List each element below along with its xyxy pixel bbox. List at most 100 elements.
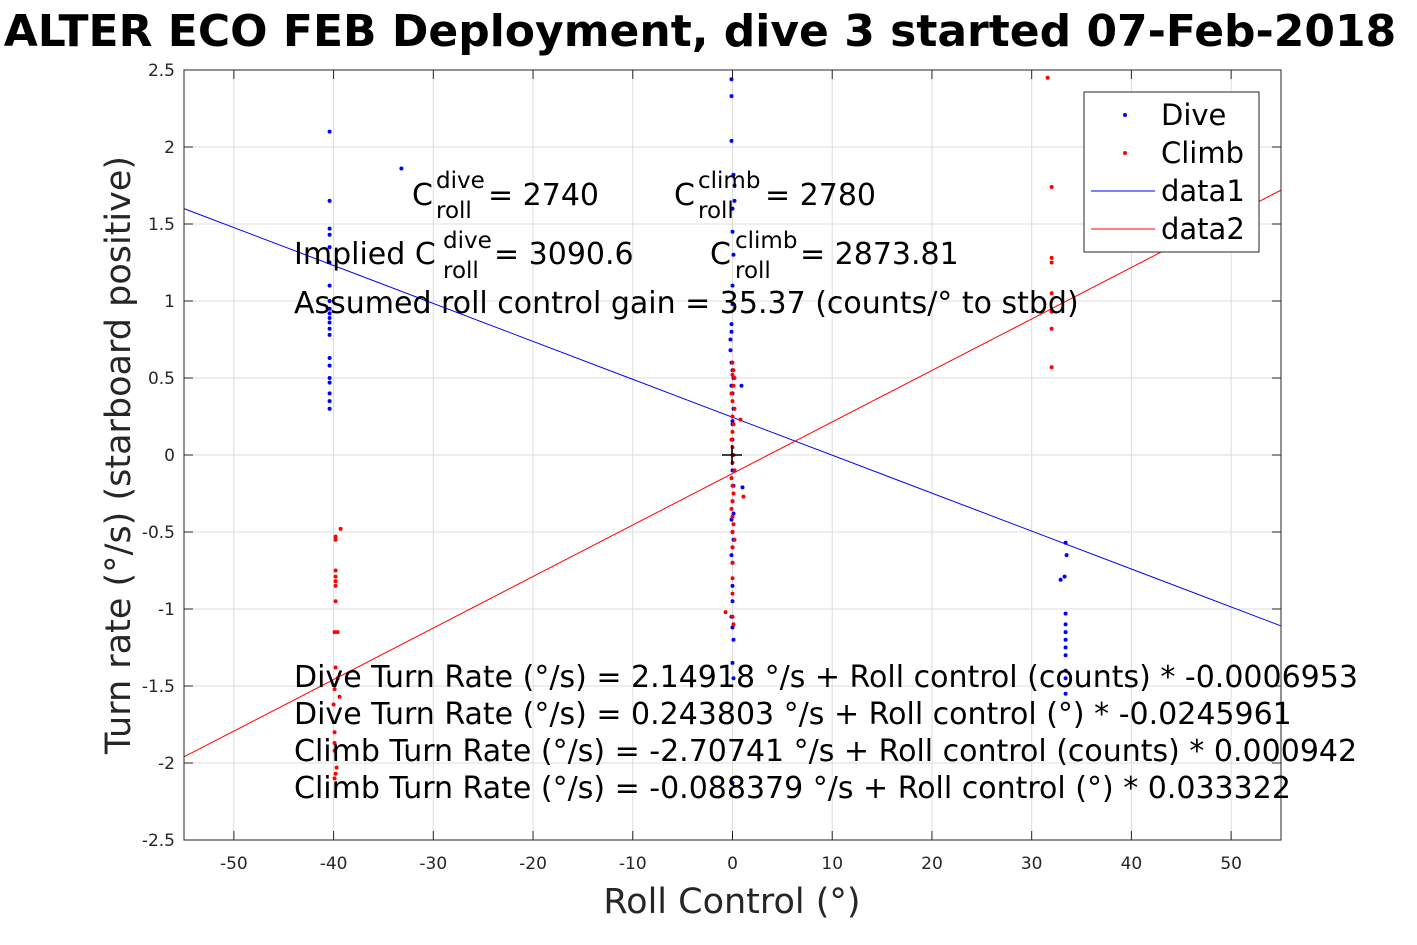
legend-data1-label: data1 (1161, 174, 1245, 208)
origin-marker (722, 445, 742, 465)
x-tick-label: -30 (419, 854, 447, 874)
c-dive-label: C (412, 178, 433, 213)
dive-point (327, 299, 332, 303)
climb-point (332, 748, 337, 753)
climb-point (741, 494, 746, 499)
climb-point (1049, 255, 1054, 260)
climb-point (335, 676, 340, 681)
y-tick-label: -0.5 (142, 523, 175, 543)
dive-point (729, 329, 734, 334)
chart-title: ALTER ECO FEB Deployment, dive 3 started… (4, 6, 1397, 57)
climb-point (732, 537, 737, 542)
climb-point (731, 622, 736, 627)
climb-point (730, 560, 735, 565)
dive-point (730, 229, 735, 234)
dive-point (731, 637, 736, 642)
dive-point (731, 511, 736, 516)
legend-climb-marker (1123, 151, 1127, 155)
implied-climb-label: C (710, 237, 731, 272)
dive-point (1058, 577, 1063, 582)
dive-point (729, 94, 734, 99)
dive-point (327, 245, 332, 250)
y-tick-label: 2.5 (148, 61, 175, 81)
y-tick-label: 1.5 (148, 215, 175, 235)
climb-point (1049, 365, 1054, 370)
c-dive-sup: dive (436, 168, 485, 194)
x-tick-label: 40 (1121, 854, 1143, 874)
dive-point (729, 553, 734, 558)
climb-point (332, 776, 337, 781)
y-tick-label: 1 (164, 292, 175, 312)
climb-point (333, 574, 338, 579)
dive-point (1063, 691, 1068, 696)
legend: Dive Climb data1 data2 (1083, 91, 1260, 253)
climb-point (731, 522, 736, 527)
climb-point (729, 391, 734, 396)
climb-point (332, 630, 337, 635)
climb-point (730, 514, 735, 519)
equation-dive-degrees: Dive Turn Rate (°/s) = 0.243803 °/s + Ro… (294, 697, 1292, 732)
implied-dive-label: Implied C (294, 237, 436, 272)
implied-climb-sup: climb (735, 228, 797, 254)
climb-point (730, 429, 735, 434)
y-tick-label: 0 (164, 446, 175, 466)
implied-dive-sub: roll (443, 258, 479, 284)
dive-point (1063, 630, 1068, 635)
dive-point (729, 322, 734, 327)
climb-point (333, 579, 338, 584)
dive-point (731, 252, 736, 257)
dive-point (1062, 574, 1067, 579)
climb-point (730, 591, 735, 596)
climb-point (333, 583, 338, 588)
dive-point (730, 419, 735, 424)
c-dive-value: = 2740 (488, 178, 599, 213)
dive-point (731, 676, 736, 681)
x-tick-label: -20 (519, 854, 547, 874)
climb-point (730, 545, 735, 550)
dive-point (732, 198, 737, 203)
gain-annotation: Assumed roll control gain = 35.37 (count… (294, 286, 1079, 321)
climb-point (730, 483, 735, 488)
equation-climb-counts: Climb Turn Rate (°/s) = -2.70741 °/s + R… (294, 734, 1357, 769)
equation-climb-degrees: Climb Turn Rate (°/s) = -0.088379 °/s + … (294, 771, 1291, 806)
legend-climb-label: Climb (1161, 136, 1244, 170)
dive-point (728, 348, 733, 353)
climb-point (1049, 309, 1054, 314)
y-tick-label: -1 (158, 600, 175, 620)
c-climb-sup: climb (698, 168, 760, 194)
climb-point (338, 526, 343, 531)
x-axis-label: Roll Control (°) (603, 882, 860, 922)
climb-point (334, 765, 339, 770)
climb-point (730, 614, 735, 619)
dive-point (327, 320, 332, 325)
climb-point (333, 568, 338, 573)
x-tick-label: 0 (727, 854, 738, 874)
climb-point (738, 417, 743, 422)
dive-point (327, 306, 332, 311)
legend-data2-label: data2 (1161, 212, 1245, 246)
climb-point (335, 630, 340, 635)
dive-point (327, 332, 332, 337)
dive-point (730, 283, 735, 288)
dive-point (327, 406, 332, 411)
climb-point (333, 599, 338, 604)
dive-point (327, 226, 332, 231)
dive-point (1063, 676, 1068, 681)
dive-point (731, 172, 736, 177)
legend-dive-label: Dive (1161, 98, 1226, 132)
equation-dive-counts: Dive Turn Rate (°/s) = 2.14918 °/s + Rol… (294, 660, 1358, 695)
climb-point (730, 372, 735, 377)
c-climb-label: C (674, 178, 695, 213)
climb-point (730, 399, 735, 404)
implied-climb-sub: roll (735, 258, 771, 284)
climb-point (729, 476, 734, 481)
dive-point (327, 326, 332, 331)
climb-point (331, 702, 336, 707)
implied-dive-value: = 3090.6 (494, 237, 634, 272)
dive-point (327, 283, 332, 288)
axis-ticks: -50 -40 -30 -20 -10 0 10 20 30 40 50-2.5-2-1.5-1-0… (142, 61, 1281, 874)
x-tick-label: 50 (1220, 854, 1242, 874)
climb-point (1049, 291, 1054, 296)
dive-point (729, 517, 734, 522)
